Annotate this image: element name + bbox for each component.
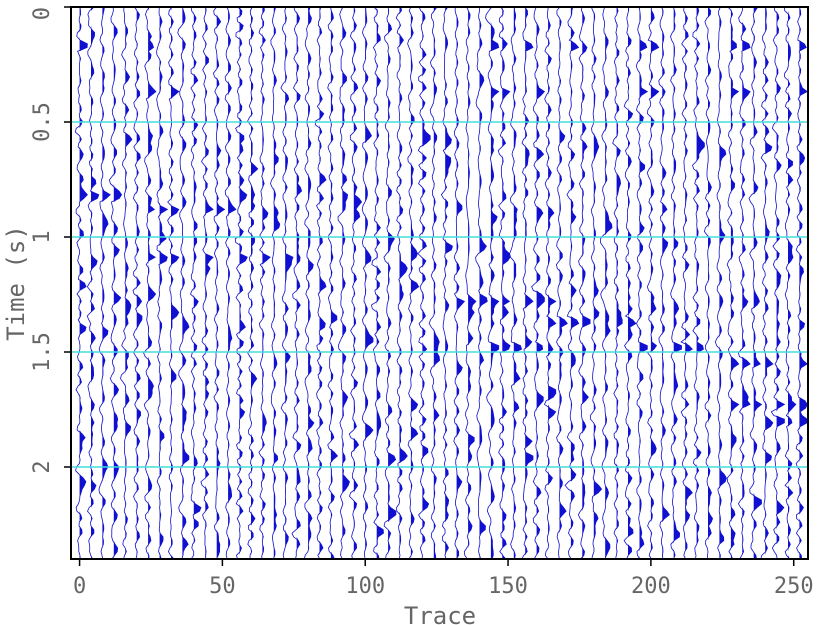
trace-fill [673, 7, 682, 559]
trace-fill [502, 7, 511, 559]
x-tick-label: 50 [209, 574, 236, 599]
trace-fill [216, 7, 225, 559]
trace-fill [342, 7, 350, 559]
trace-fill [605, 7, 612, 559]
x-tick-label: 250 [774, 574, 814, 599]
trace-fill [753, 7, 762, 559]
trace-fill [376, 7, 384, 559]
trace-fill [788, 7, 796, 559]
y-tick-label: 0.5 [30, 102, 55, 142]
trace-fill [650, 7, 659, 559]
x-tick-label: 0 [73, 574, 86, 599]
trace-fill [79, 7, 88, 559]
trace-fill [719, 7, 727, 559]
trace-fill [628, 7, 636, 559]
trace-fill [205, 7, 214, 559]
trace-fill [696, 7, 705, 559]
y-axis-ticks: 0 0.5 1 1.5 2 [30, 6, 71, 474]
trace-fill [685, 7, 693, 559]
y-tick-label: 1.5 [30, 332, 55, 372]
trace-fill [799, 7, 808, 559]
trace-fill [388, 7, 396, 559]
x-tick-label: 100 [345, 574, 385, 599]
trace-fill [410, 7, 419, 559]
trace-fill [422, 7, 431, 559]
trace-fill [582, 7, 591, 559]
trace-fill [708, 7, 713, 559]
y-axis-label: Time (s) [2, 225, 30, 341]
x-axis-label: Trace [404, 602, 476, 625]
trace-fill [479, 7, 488, 559]
plot-frame [70, 6, 809, 560]
y-tick-label: 2 [30, 460, 55, 473]
trace-fill [308, 7, 314, 559]
y-tick-label: 0 [30, 7, 55, 20]
trace-fill [262, 7, 271, 559]
trace-fill [113, 7, 122, 559]
trace-fill [251, 7, 258, 559]
y-tick-label: 1 [30, 230, 55, 243]
trace-fill [102, 7, 111, 559]
trace-fill [319, 7, 326, 559]
trace-fill [548, 7, 556, 559]
trace-fill [593, 7, 602, 559]
trace-fill [776, 7, 785, 559]
trace-fill [193, 7, 201, 559]
x-tick-label: 150 [488, 574, 528, 599]
trace-fill [148, 7, 156, 559]
y-gridlines [71, 121, 808, 468]
trace-fill [182, 7, 189, 559]
trace-fill [136, 7, 142, 559]
trace-fill [365, 7, 373, 559]
x-axis-ticks: 0 50 100 150 200 250 [73, 559, 814, 599]
trace-fill [445, 7, 453, 559]
trace-fill [273, 7, 280, 559]
x-tick-label: 200 [631, 574, 671, 599]
